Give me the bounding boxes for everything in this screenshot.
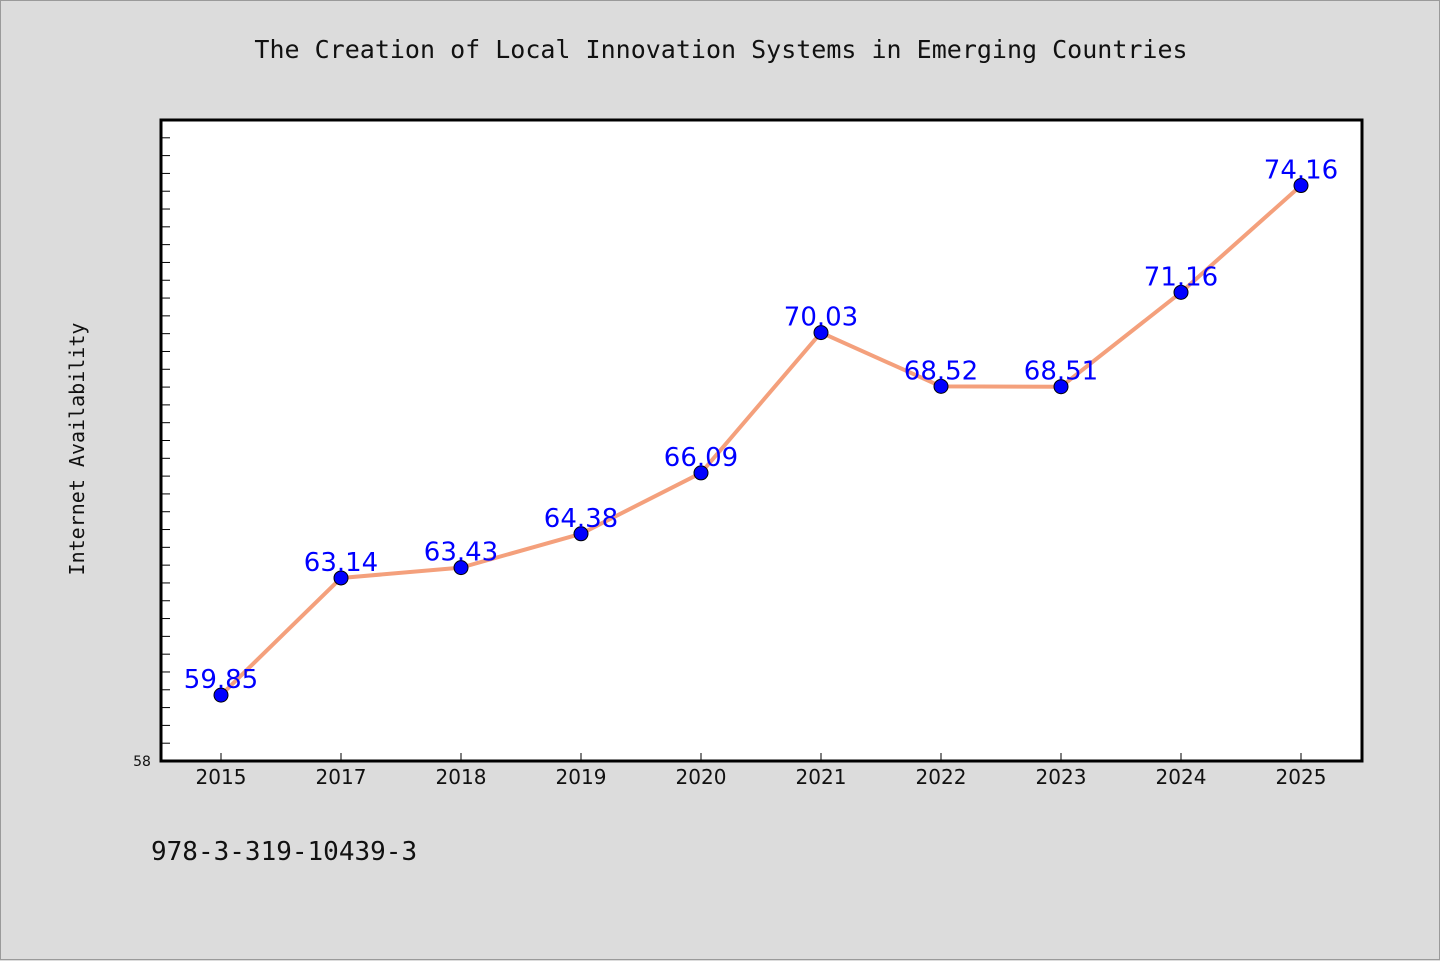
data-label: 64.38 — [544, 504, 618, 534]
data-label: 68.52 — [904, 356, 978, 386]
x-tick-label: 2018 — [436, 765, 487, 789]
data-point — [813, 325, 829, 341]
data-point — [1173, 284, 1189, 300]
x-tick-label: 2017 — [316, 765, 367, 789]
data-point — [453, 560, 469, 576]
isbn-text: 978-3-319-10439-3 — [151, 837, 418, 867]
data-label: 59.85 — [184, 665, 258, 695]
data-label: 71.16 — [1144, 262, 1218, 292]
data-label: 63.14 — [304, 548, 378, 578]
series-markers — [213, 178, 1309, 703]
x-tick-label: 2019 — [556, 765, 607, 789]
data-label: 74.16 — [1264, 156, 1338, 186]
data-point — [213, 687, 229, 703]
data-point — [333, 570, 349, 586]
chart-title: The Creation of Local Innovation Systems… — [254, 35, 1188, 64]
data-label: 68.51 — [1024, 357, 1098, 387]
data-point — [933, 378, 949, 394]
x-tick-label: 2021 — [796, 765, 847, 789]
x-tick-label: 2022 — [916, 765, 967, 789]
data-label: 66.09 — [664, 443, 738, 473]
data-label: 63.43 — [424, 538, 498, 568]
x-tick-label: 2015 — [196, 765, 247, 789]
data-point — [573, 526, 589, 542]
x-tick-label: 2024 — [1156, 765, 1207, 789]
x-tick-label: 2020 — [676, 765, 727, 789]
plot-area — [159, 118, 1364, 763]
x-tick-label: 2023 — [1036, 765, 1087, 789]
data-point — [1293, 178, 1309, 194]
data-labels: 59.85 63.14 63.43 64.38 66.09 70.03 68.52 68.51… — [184, 156, 1338, 696]
data-point — [1053, 379, 1069, 395]
data-label: 70.03 — [784, 303, 858, 333]
data-point — [693, 465, 709, 481]
x-tick-label: 2025 — [1276, 765, 1327, 789]
x-axis-ticks: 2015 2017 2018 2019 2020 2021 2022 2023 2024 2025 — [196, 753, 1327, 789]
series-line — [219, 184, 1303, 697]
y-axis-ticks — [161, 137, 170, 744]
y-axis-min-label: 58 — [133, 754, 151, 770]
